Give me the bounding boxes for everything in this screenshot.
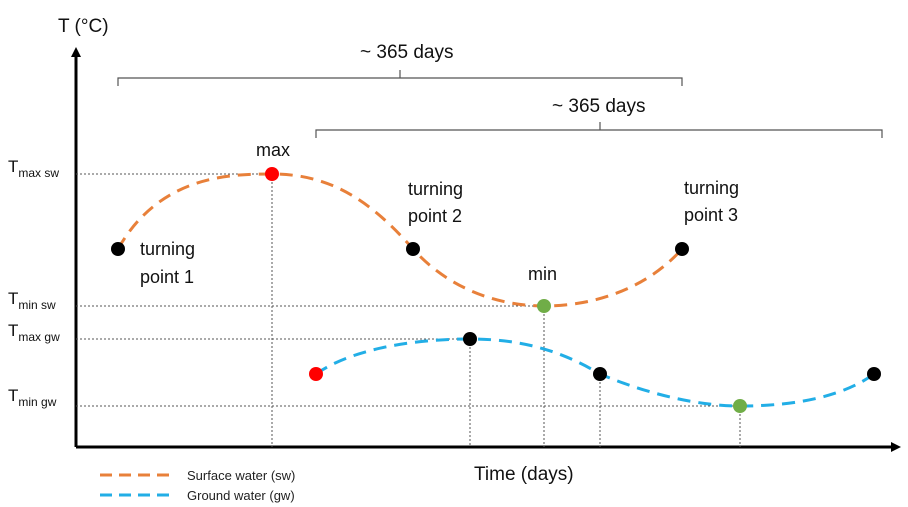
min-label: min [528,264,557,284]
bracket-top [117,70,683,86]
legend-gw-label: Ground water (gw) [187,488,295,503]
tp1-label-line1: turning [140,239,195,259]
x-axis-label: Time (days) [474,464,574,485]
gw-tp2-point [593,367,607,381]
ytick-tmin-sw: Tmin sw [8,289,56,312]
bracket-second-label: ~ 365 days [552,96,646,117]
gw-tp1-point [463,332,477,346]
legend-sw-label: Surface water (sw) [187,468,295,483]
tp2-point [406,242,420,256]
tp1-label-line2: point 1 [140,267,194,287]
max-label: max [256,140,290,160]
y-axis-label: T (°C) [58,16,109,37]
tp2-label-line2: point 2 [408,206,462,226]
tp3-label-line1: turning [684,178,739,198]
tp3-label-line2: point 3 [684,205,738,225]
sw-min-point [537,299,551,313]
gw-max-point [309,367,323,381]
ytick-tmax-gw: Tmax gw [8,321,60,344]
surface-water-curve [116,172,684,308]
bracket-second [315,122,883,138]
tp2-label-line1: turning [408,179,463,199]
bracket-top-label: ~ 365 days [360,42,454,63]
sw-max-point [265,167,279,181]
ytick-tmax-sw: Tmax sw [8,157,59,180]
ytick-tmin-gw: Tmin gw [8,386,57,409]
gw-min-point [733,399,747,413]
tp1-point [111,242,125,256]
tp3-point [675,242,689,256]
gw-tp3-point [867,367,881,381]
